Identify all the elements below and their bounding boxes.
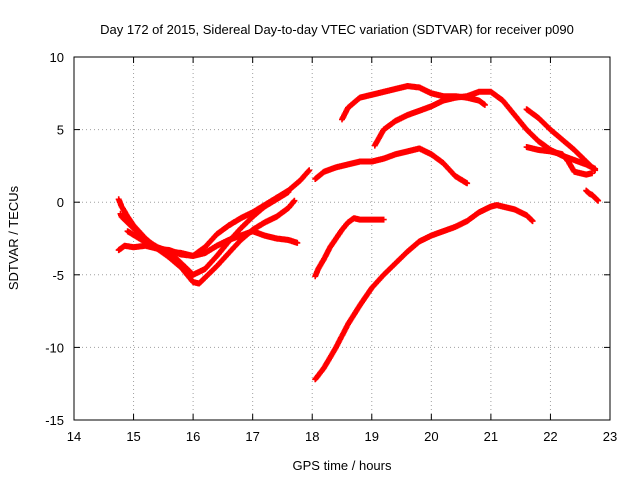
data-points xyxy=(124,189,292,278)
x-tick-label: 20 xyxy=(424,429,438,444)
x-tick-label: 15 xyxy=(126,429,140,444)
x-tick-label: 23 xyxy=(603,429,617,444)
data-points xyxy=(312,202,536,383)
series-track-7 xyxy=(312,202,536,383)
y-tick-label: -5 xyxy=(52,268,64,283)
y-tick-label: 0 xyxy=(57,195,64,210)
x-tick-label: 21 xyxy=(484,429,498,444)
grid xyxy=(74,57,610,420)
series-track-4 xyxy=(124,189,292,278)
x-tick-label: 19 xyxy=(365,429,379,444)
data-points xyxy=(523,106,599,174)
series-track-8 xyxy=(339,83,488,123)
y-axis-label: SDTVAR / TECUs xyxy=(6,185,21,290)
series-track-11 xyxy=(523,144,596,178)
data-points xyxy=(339,83,488,123)
data-points xyxy=(583,187,602,204)
x-tick-label: 14 xyxy=(67,429,81,444)
series-track-9 xyxy=(371,88,599,172)
x-axis-label: GPS time / hours xyxy=(293,458,392,473)
series-track-12 xyxy=(583,187,602,204)
tick-labels: 14 15 16 17 18 19 20 21 22 23 -15 -10 -5 0 5 10 xyxy=(45,50,617,444)
y-tick-label: 10 xyxy=(50,50,64,65)
y-tick-label: 5 xyxy=(57,123,64,138)
plot-frame xyxy=(73,56,611,421)
data-points xyxy=(312,215,387,280)
x-tick-label: 16 xyxy=(186,429,200,444)
x-tick-label: 17 xyxy=(245,429,259,444)
data-points xyxy=(523,144,596,178)
data-points xyxy=(371,88,599,172)
series-track-6 xyxy=(312,215,387,280)
chart-title: Day 172 of 2015, Sidereal Day-to-day VTE… xyxy=(100,22,574,37)
data-points xyxy=(312,145,471,187)
series-track-10 xyxy=(523,106,599,174)
x-tick-label: 18 xyxy=(305,429,319,444)
data-series xyxy=(115,83,602,383)
y-tick-label: -15 xyxy=(45,413,64,428)
series-track-5 xyxy=(312,145,471,187)
x-tick-label: 22 xyxy=(543,429,557,444)
y-tick-label: -10 xyxy=(45,340,64,355)
